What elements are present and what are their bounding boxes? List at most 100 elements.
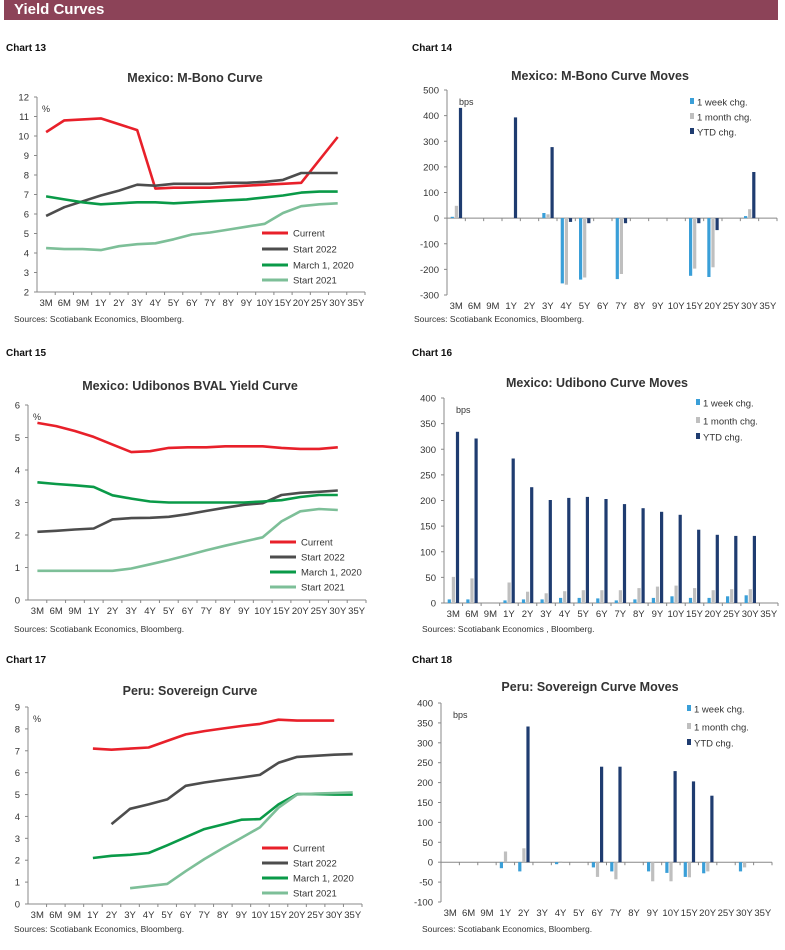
legend-swatch [696,433,700,439]
y-tick-label: 2 [15,531,20,542]
x-tick-label: 6M [50,606,63,617]
y-tick-label: -200 [420,265,439,276]
legend-swatch [690,98,694,104]
bar-ytd-chg- [455,431,460,603]
y-tick-label: 300 [417,738,433,749]
x-tick-label: 2Y [106,910,118,921]
y-tick-label: 350 [417,718,433,729]
legend-label: Current [293,844,325,855]
bar-1-week-chg- [726,596,730,603]
x-tick-label: 6Y [182,606,194,617]
y-axis-unit: % [42,104,50,114]
x-tick-label: 9M [76,298,89,309]
chart-17: Peru: Sovereign Curve 0 1 2 3 4 5 6 7 8 9% 3M 6M 9M 1Y… [14,684,363,934]
bar-1-month-chg- [581,590,585,603]
x-tick-label: 35Y [754,908,772,919]
bar-1-month-chg- [507,582,511,603]
x-tick-label: 15Y [686,609,704,620]
x-tick-label: 20Y [704,301,722,312]
y-tick-label: -300 [420,291,439,302]
y-tick-label: 100 [417,818,433,829]
x-tick-label: 3Y [131,298,143,309]
x-tick-label: 3Y [536,908,548,919]
chart-title: Mexico: M-Bono Curve Moves [511,69,689,83]
y-tick-label: -50 [419,878,433,889]
x-tick-label: 7Y [201,606,213,617]
y-tick-label: 0 [428,858,433,869]
legend-label: March 1, 2020 [293,874,354,885]
x-tick-label: 4Y [144,606,156,617]
legend-swatch [687,705,691,711]
bar-1-month-chg- [651,862,655,882]
y-tick-label: 150 [420,522,436,533]
x-tick-label: 9M [486,301,499,312]
legend-label: 1 week chg. [697,98,748,109]
bar-ytd-chg- [548,500,552,603]
legend-label: 1 week chg. [694,705,745,716]
bar-1-month-chg- [559,861,563,863]
series-line-current [37,421,338,454]
chart-label: Chart 15 [6,348,47,359]
bar-ytd-chg- [604,499,608,603]
y-tick-label: 3 [15,834,20,845]
bar-1-week-chg- [702,862,706,874]
x-tick-label: 30Y [742,609,760,620]
bar-1-week-chg- [615,218,619,280]
chart-label: Chart 18 [412,655,453,666]
x-tick-label: 6Y [186,298,198,309]
x-tick-label: 8Y [217,910,229,921]
legend-label: March 1, 2020 [301,568,362,579]
y-tick-label: 400 [417,699,433,710]
series-line-march-1-2020 [45,190,338,206]
bar-1-month-chg- [451,576,455,603]
x-tick-label: 7Y [204,298,216,309]
chart-label: Chart 16 [412,348,453,359]
x-tick-label: 1Y [505,301,517,312]
y-tick-label: 0 [15,596,20,607]
series-line-start-2022 [110,752,353,826]
bar-ytd-chg- [600,766,604,863]
x-tick-label: 3M [444,908,457,919]
y-tick-label: 50 [425,573,436,584]
x-tick-label: 5Y [573,908,585,919]
bar-1-month-chg- [730,589,734,603]
bar-1-week-chg- [555,862,559,865]
x-tick-label: 35Y [344,910,362,921]
bar-ytd-chg- [458,107,463,219]
y-tick-label: 0 [431,599,436,610]
y-tick-label: 5 [15,433,20,444]
bar-1-week-chg- [683,862,687,877]
bar-1-month-chg- [618,590,622,603]
legend-swatch [687,723,691,729]
y-tick-label: 0 [15,900,20,911]
x-tick-label: 9M [68,606,81,617]
bar-1-month-chg- [706,862,710,872]
bar-1-week-chg- [596,598,600,603]
bar-1-week-chg- [447,599,451,603]
bar-1-week-chg- [744,595,748,603]
bar-ytd-chg- [734,535,738,603]
y-tick-label: 11 [19,112,29,123]
x-tick-label: 4Y [560,301,572,312]
x-tick-label: 9M [480,908,493,919]
x-tick-label: 6Y [596,609,608,620]
bar-1-week-chg- [503,600,507,603]
x-tick-label: 6Y [591,908,603,919]
bar-ytd-chg- [715,534,719,603]
x-tick-label: 20Y [705,609,723,620]
bar-1-week-chg- [707,597,711,603]
x-tick-label: 3M [447,609,460,620]
y-tick-label: 2 [24,288,29,299]
x-tick-label: 6M [58,298,71,309]
x-tick-label: 5Y [161,910,173,921]
y-tick-label: 300 [423,137,439,148]
legend-label: Current [293,229,325,240]
legend-swatch [696,417,700,423]
x-tick-label: 20Y [293,298,311,309]
bar-ytd-chg- [660,511,664,603]
chart-label: Chart 14 [412,43,453,54]
series-line-current [92,718,335,751]
y-tick-label: 12 [18,93,29,104]
y-tick-label: 1 [15,878,20,889]
y-tick-label: 300 [420,445,436,456]
